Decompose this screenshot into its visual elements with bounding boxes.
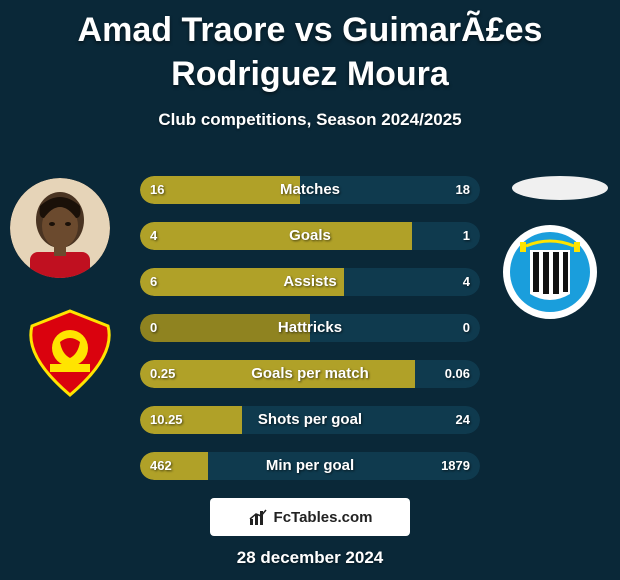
- stat-row: Shots per goal10.25 24: [140, 406, 480, 434]
- stat-row: Goals4 1: [140, 222, 480, 250]
- stat-label: Shots per goal: [140, 406, 480, 434]
- branding-icon: [248, 507, 268, 527]
- club-crest-left: [20, 308, 120, 398]
- stat-label: Hattricks: [140, 314, 480, 342]
- stat-row: Min per goal462 1879: [140, 452, 480, 480]
- stat-value-right: 1879: [441, 452, 470, 480]
- stat-row: Goals per match0.25 0.06: [140, 360, 480, 388]
- subtitle: Club competitions, Season 2024/2025: [0, 110, 620, 130]
- stat-value-left: 462: [150, 452, 172, 480]
- stat-value-left: 0.25: [150, 360, 175, 388]
- stat-label: Matches: [140, 176, 480, 204]
- stats-container: Matches1618Goals41Assists64Hattricks00Go…: [140, 176, 480, 498]
- stat-row: Assists6 4: [140, 268, 480, 296]
- stat-value-left: 10.25: [150, 406, 183, 434]
- stat-label: Assists: [140, 268, 480, 296]
- stat-value-left: 4: [150, 222, 157, 250]
- stat-value-right: 24: [456, 406, 470, 434]
- club-crest-right: [500, 222, 600, 322]
- stat-label: Goals: [140, 222, 480, 250]
- player-photo-left: [10, 178, 110, 278]
- stat-value-right: 0.06: [445, 360, 470, 388]
- stat-value-right: 4: [463, 268, 470, 296]
- stat-value-right: 0: [463, 314, 470, 342]
- date-text: 28 december 2024: [0, 548, 620, 568]
- page-title: Amad Traore vs GuimarÃ£es Rodriguez Mour…: [0, 0, 620, 96]
- stat-label: Goals per match: [140, 360, 480, 388]
- stat-value-left: 6: [150, 268, 157, 296]
- stat-row: Hattricks0 0: [140, 314, 480, 342]
- branding-badge: FcTables.com: [210, 498, 410, 536]
- stat-value-right: 1: [463, 222, 470, 250]
- branding-text: FcTables.com: [274, 509, 373, 526]
- player-photo-right-placeholder: [512, 176, 608, 200]
- stat-value-left: 0: [150, 314, 157, 342]
- stat-value-left: 16: [150, 176, 164, 204]
- stat-row: Matches16 18: [140, 176, 480, 204]
- stat-label: Min per goal: [140, 452, 480, 480]
- stat-value-right: 18: [456, 176, 470, 204]
